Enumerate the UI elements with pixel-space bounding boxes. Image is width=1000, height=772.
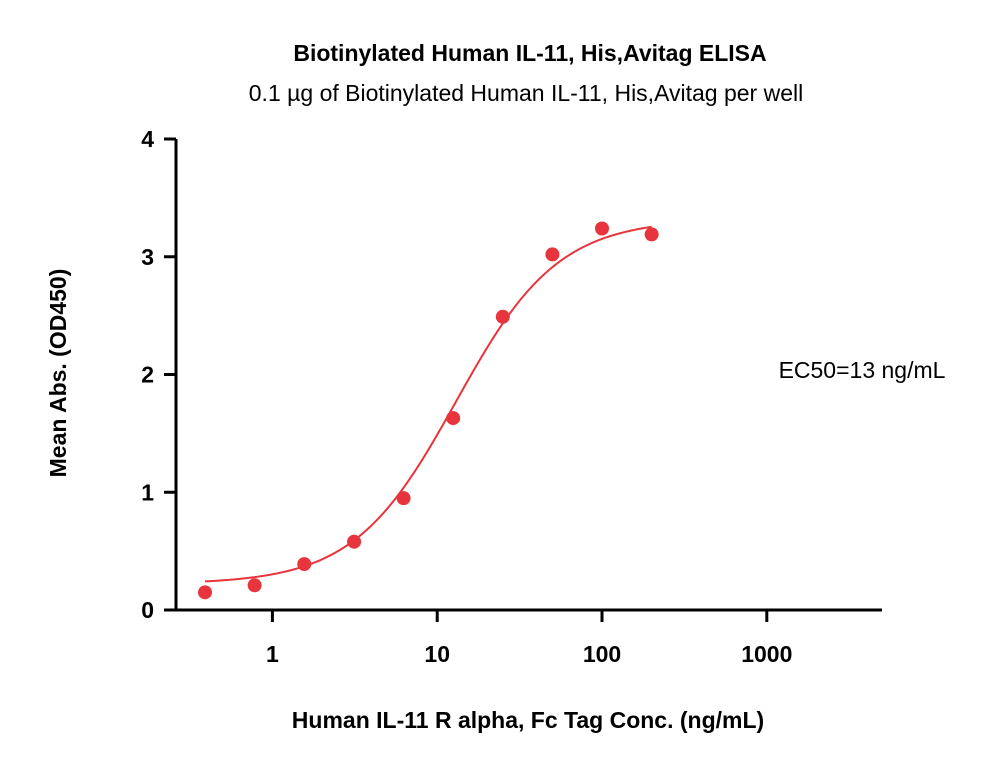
data-point [545, 247, 560, 262]
data-point [396, 491, 411, 506]
y-axis: 0 1 2 3 4 [141, 126, 178, 623]
x-tick-label: 10 [424, 641, 450, 667]
data-points [198, 221, 659, 600]
y-tick-label: 2 [141, 362, 154, 388]
data-point [347, 534, 362, 549]
x-tick-label: 1000 [741, 641, 792, 667]
fit-curve-group [204, 225, 652, 583]
y-tick-label: 0 [141, 597, 154, 623]
y-tick-label: 3 [141, 244, 154, 270]
data-point [644, 227, 659, 242]
chart-subtitle: 0.1 µg of Biotinylated Human IL-11, His,… [249, 80, 803, 106]
data-point [297, 557, 312, 572]
chart-title: Biotinylated Human IL-11, His,Avitag ELI… [293, 40, 766, 66]
x-axis: 1 10 100 1000 [176, 608, 882, 667]
data-point [247, 578, 262, 593]
ec50-annotation: EC50=13 ng/mL [779, 357, 946, 383]
y-axis-label: Mean Abs. (OD450) [45, 269, 71, 478]
data-point [198, 585, 213, 600]
y-tick-label: 4 [141, 126, 154, 152]
fit-curve [204, 225, 652, 583]
data-point [446, 411, 461, 426]
data-point [495, 309, 510, 324]
x-tick-label: 1 [266, 641, 279, 667]
x-axis-label: Human IL-11 R alpha, Fc Tag Conc. (ng/mL… [292, 707, 764, 733]
data-point [595, 221, 610, 236]
y-tick-label: 1 [141, 479, 154, 505]
x-tick-label: 100 [583, 641, 621, 667]
